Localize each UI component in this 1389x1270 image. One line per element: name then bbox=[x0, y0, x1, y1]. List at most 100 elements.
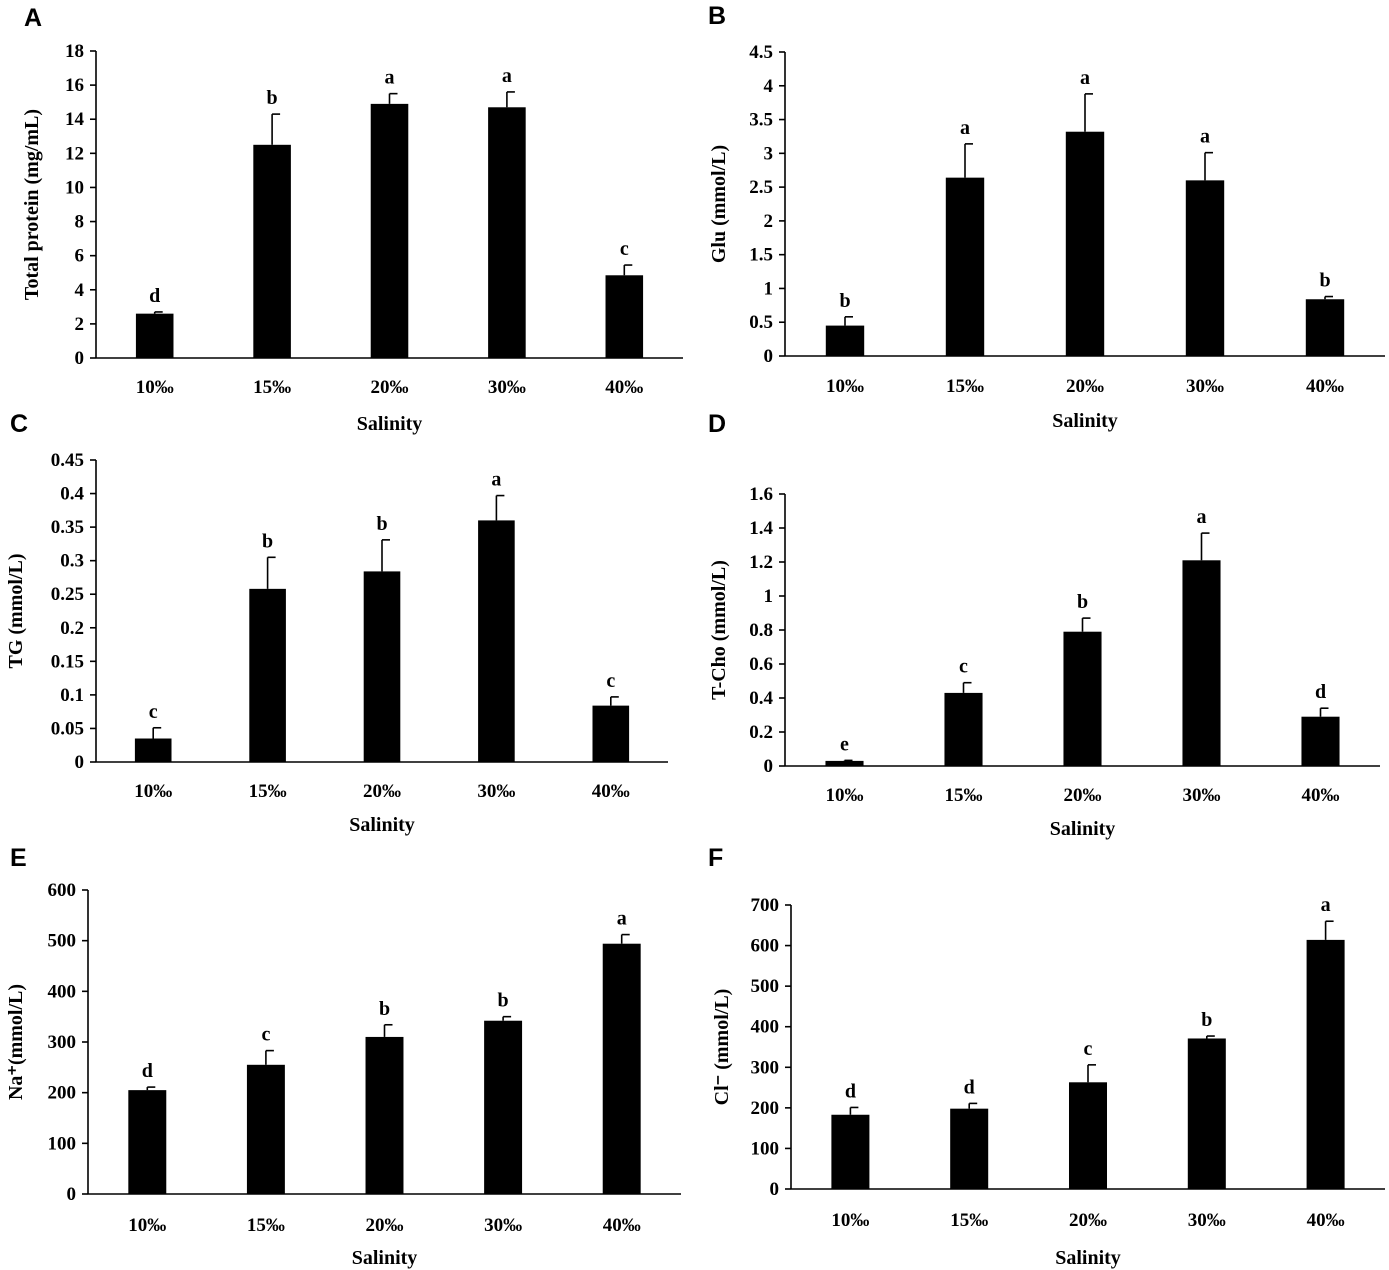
bar-4 bbox=[484, 1020, 523, 1194]
significance-letter: a bbox=[1080, 67, 1090, 89]
panel-a: A 0 2 4 6 8 10 12 14 16 18 Total protein (mg/mL) d 10… bbox=[21, 4, 683, 435]
bar-1 bbox=[825, 760, 864, 766]
y-tick-label: 0 bbox=[67, 1184, 77, 1205]
panel-letter: D bbox=[708, 410, 726, 438]
bar-3 bbox=[1065, 131, 1105, 356]
significance-letter: c bbox=[1084, 1038, 1093, 1060]
bar-5 bbox=[592, 705, 630, 762]
y-tick-label: 0.25 bbox=[51, 584, 84, 605]
y-tick-label: 14 bbox=[65, 109, 85, 130]
panel-b: B 0 0.5 1 1.5 2 2.5 3 3.5 4 4.5 Glu (mmol/L) b 10‰ a 15… bbox=[708, 2, 1385, 432]
significance-letter: b bbox=[262, 530, 273, 552]
x-tick-label: 10‰ bbox=[128, 1215, 166, 1236]
x-axis-label: Salinity bbox=[1052, 410, 1118, 432]
x-tick-label: 30‰ bbox=[1186, 376, 1224, 397]
y-tick-label: 200 bbox=[751, 1098, 780, 1119]
significance-letter: d bbox=[149, 285, 160, 307]
significance-letter: d bbox=[142, 1060, 153, 1082]
y-tick-label: 600 bbox=[48, 880, 77, 901]
y-tick-label: 3.5 bbox=[749, 110, 773, 131]
bar-4 bbox=[478, 520, 515, 762]
bar-3 bbox=[370, 103, 409, 358]
bar-3 bbox=[365, 1036, 404, 1194]
y-tick-label: 0.6 bbox=[749, 654, 773, 675]
significance-letter: d bbox=[1315, 681, 1326, 703]
bar-5 bbox=[1305, 299, 1345, 356]
y-tick-label: 1.6 bbox=[749, 484, 773, 505]
bar-1 bbox=[134, 738, 172, 762]
y-tick-label: 1.5 bbox=[749, 245, 773, 266]
y-tick-label: 0.05 bbox=[51, 718, 84, 739]
x-axis-label: Salinity bbox=[349, 814, 415, 836]
y-tick-label: 300 bbox=[751, 1057, 780, 1078]
y-tick-label: 1.4 bbox=[749, 518, 773, 539]
panel-letter: F bbox=[708, 844, 723, 872]
y-tick-label: 0.35 bbox=[51, 517, 84, 538]
significance-letter: a bbox=[960, 117, 970, 139]
y-axis-label: Na⁺(mmol/L) bbox=[5, 984, 27, 1100]
y-tick-label: 0.3 bbox=[60, 551, 84, 572]
significance-letter: a bbox=[1200, 126, 1210, 148]
y-tick-label: 4 bbox=[764, 76, 774, 97]
significance-letter: a bbox=[502, 65, 512, 87]
x-axis-label: Salinity bbox=[352, 1247, 418, 1269]
y-axis-label: Total protein (mg/mL) bbox=[21, 109, 43, 300]
y-tick-label: 500 bbox=[48, 931, 77, 952]
significance-letter: b bbox=[379, 998, 390, 1020]
x-tick-label: 20‰ bbox=[1066, 376, 1104, 397]
x-axis-label: Salinity bbox=[1050, 818, 1116, 840]
y-tick-label: 0.45 bbox=[51, 450, 84, 471]
significance-letter: d bbox=[845, 1080, 856, 1102]
x-tick-label: 30‰ bbox=[1183, 785, 1221, 806]
bar-2 bbox=[246, 1064, 285, 1194]
significance-letter: b bbox=[376, 513, 387, 535]
bar-3 bbox=[363, 571, 401, 762]
significance-letter: d bbox=[964, 1076, 975, 1098]
x-tick-label: 10‰ bbox=[826, 785, 864, 806]
y-tick-label: 1 bbox=[764, 586, 774, 607]
bar-1 bbox=[831, 1114, 870, 1189]
y-tick-label: 0.4 bbox=[749, 688, 773, 709]
y-tick-label: 2 bbox=[75, 314, 85, 335]
y-tick-label: 100 bbox=[48, 1133, 77, 1154]
significance-letter: b bbox=[1077, 591, 1088, 613]
x-tick-label: 40‰ bbox=[1306, 376, 1344, 397]
x-axis-label: Salinity bbox=[1055, 1247, 1121, 1269]
y-tick-label: 0.5 bbox=[749, 312, 773, 333]
y-tick-label: 0 bbox=[770, 1179, 780, 1200]
x-tick-label: 30‰ bbox=[1188, 1210, 1226, 1231]
significance-letter: c bbox=[606, 670, 615, 692]
x-tick-label: 10‰ bbox=[136, 377, 174, 398]
bar-2 bbox=[950, 1108, 989, 1189]
y-tick-label: 0.4 bbox=[60, 484, 84, 505]
bar-5 bbox=[605, 275, 644, 358]
significance-letter: a bbox=[1321, 894, 1331, 916]
bar-3 bbox=[1068, 1082, 1108, 1189]
panel-e: E 0 100 200 300 400 500 600 Na⁺(mmol/L) d 10‰ c 15‰ b… bbox=[5, 844, 681, 1269]
y-tick-label: 0.8 bbox=[749, 620, 773, 641]
panel-f: F 0 100 200 300 400 500 600 700 Cl⁻ (mmol/L) d 10‰ d… bbox=[708, 844, 1385, 1269]
y-tick-label: 100 bbox=[751, 1138, 780, 1159]
y-tick-label: 8 bbox=[75, 212, 85, 233]
y-tick-label: 6 bbox=[75, 246, 85, 267]
x-tick-label: 20‰ bbox=[1069, 1210, 1107, 1231]
x-tick-label: 20‰ bbox=[363, 781, 401, 802]
bar-1 bbox=[128, 1090, 167, 1194]
x-tick-label: 40‰ bbox=[605, 377, 643, 398]
y-tick-label: 400 bbox=[751, 1017, 780, 1038]
y-tick-label: 4.5 bbox=[749, 42, 773, 63]
significance-letter: e bbox=[840, 733, 849, 755]
panel-c: C 0 0.05 0.1 0.15 0.2 0.25 0.3 0.35 0.4 0.45 TG (mm… bbox=[5, 410, 668, 836]
x-tick-label: 40‰ bbox=[592, 781, 630, 802]
x-tick-label: 30‰ bbox=[484, 1215, 522, 1236]
y-tick-label: 16 bbox=[65, 75, 84, 96]
y-tick-label: 2 bbox=[764, 211, 774, 232]
bar-4 bbox=[1185, 180, 1225, 356]
x-tick-label: 30‰ bbox=[477, 781, 515, 802]
bar-2 bbox=[253, 144, 291, 358]
y-tick-label: 0.15 bbox=[51, 651, 84, 672]
y-tick-label: 12 bbox=[65, 143, 84, 164]
y-tick-label: 400 bbox=[48, 981, 77, 1002]
bar-1 bbox=[135, 313, 174, 358]
bar-5 bbox=[1301, 716, 1340, 766]
